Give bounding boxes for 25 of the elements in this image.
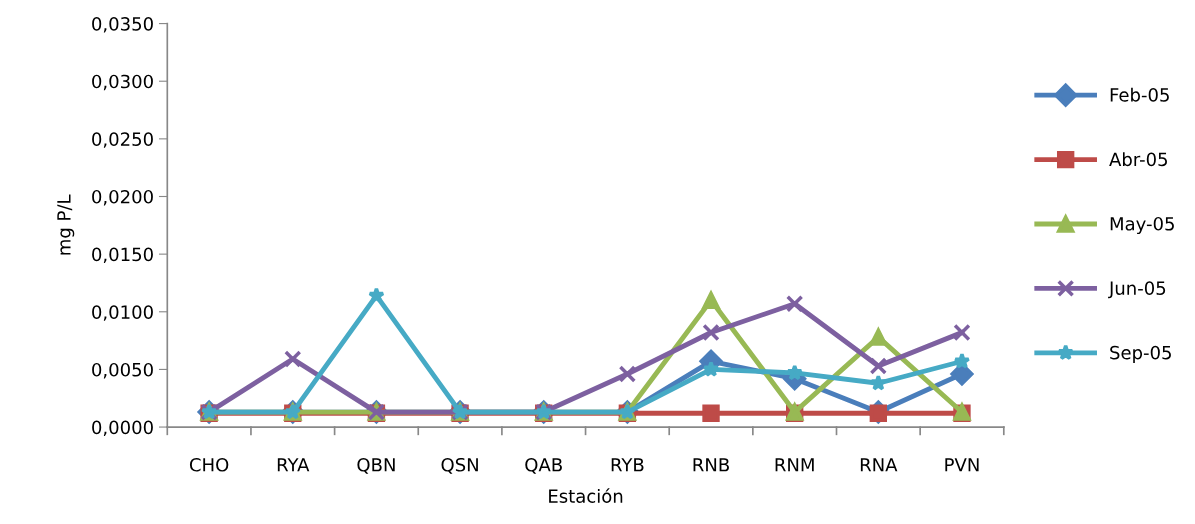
x-tick-label: QBN bbox=[357, 457, 395, 474]
x-axis-title: Estación bbox=[549, 488, 623, 503]
legend-label: May-05 bbox=[1110, 216, 1174, 235]
x-tick-label: QSN bbox=[441, 457, 478, 474]
y-tick-label: 0,0350 bbox=[92, 17, 153, 33]
x-tick-label: RYB bbox=[611, 458, 644, 472]
y-tick-label: 0,0050 bbox=[92, 362, 153, 379]
x-tick-label: RNA bbox=[860, 458, 898, 472]
y-axis-title: mg P/L bbox=[57, 194, 75, 255]
x-tick-label: RNB bbox=[693, 458, 729, 472]
legend-label: Jun-05 bbox=[1108, 281, 1166, 299]
y-tick-label: 0,0150 bbox=[92, 247, 153, 264]
y-tick-label: 0,0300 bbox=[92, 74, 153, 91]
x-tick-label: PVN bbox=[945, 458, 979, 472]
legend-label: Sep-05 bbox=[1110, 345, 1171, 363]
x-tick-label: RNM bbox=[775, 458, 814, 472]
x-tick-label: QAB bbox=[525, 457, 562, 474]
legend-label: Feb-05 bbox=[1110, 87, 1169, 102]
y-tick-label: 0,0100 bbox=[92, 305, 153, 321]
legend-label: Abr-05 bbox=[1109, 152, 1167, 167]
x-tick-label: RYA bbox=[277, 458, 310, 472]
x-tick-label: CHO bbox=[189, 457, 229, 472]
y-tick-label: 0,0000 bbox=[92, 420, 153, 437]
y-tick-label: 0,0200 bbox=[92, 189, 153, 206]
y-tick-label: 0,0250 bbox=[92, 132, 153, 148]
